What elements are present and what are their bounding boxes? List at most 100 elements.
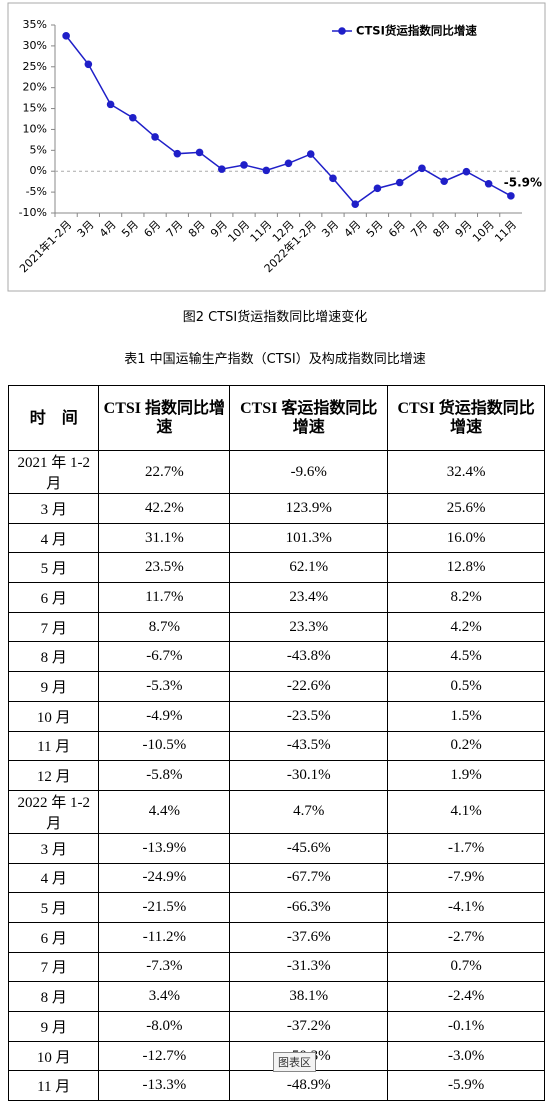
table-row: 2021 年 1-2 月 22.7% -9.6% 32.4% (7, 450, 545, 494)
table-cell: -66.3% (229, 892, 389, 923)
table-cell: 8.2% (387, 582, 545, 613)
table-cell: 4.5% (387, 641, 545, 673)
legend-marker (338, 27, 346, 35)
table-cell: 3 月 (7, 493, 100, 524)
table-cell: 2022 年 1-2 月 (7, 789, 100, 834)
table-row: 5 月 -21.5% -66.3% -4.1% (7, 892, 545, 923)
table-cell: 2021 年 1-2 月 (7, 450, 100, 494)
table-cell: 11 月 (7, 1070, 100, 1101)
table-row: 3 月 -13.9% -45.6% -1.7% (7, 832, 545, 864)
table-cell: -0.1% (387, 1011, 545, 1042)
table-cell: 38.1% (229, 981, 389, 1012)
table-cell: -48.9% (229, 1070, 389, 1101)
table-cell: 4.2% (387, 611, 545, 643)
header-cell: CTSI 货运指数同比增速 (387, 385, 545, 451)
table-cell: -37.6% (229, 921, 389, 953)
point (262, 166, 271, 175)
tooltip: 图表区 (273, 1052, 316, 1072)
table-cell: 0.7% (387, 951, 545, 983)
table-cell: 4.1% (387, 789, 545, 834)
table-cell: -9.6% (229, 450, 389, 494)
table-cell: 23.4% (229, 582, 389, 613)
table-cell: 0.2% (387, 730, 545, 762)
table-row: 7 月 8.7% 23.3% 4.2% (7, 611, 545, 643)
table-row: 11 月 -10.5% -43.5% 0.2% (7, 730, 545, 762)
table-cell: 16.0% (387, 522, 545, 554)
chart-border (7, 2, 546, 292)
table-cell: 4.4% (98, 789, 231, 834)
table-row: 12 月 -5.8% -30.1% 1.9% (7, 760, 545, 791)
y-tick-label: 20% (23, 81, 47, 94)
table-cell: 12.8% (387, 552, 545, 584)
point (151, 133, 159, 141)
table-cell: 7 月 (7, 611, 100, 643)
table-cell: 6 月 (7, 582, 100, 613)
table-cell: 4.7% (229, 789, 389, 834)
table-cell: -37.2% (229, 1011, 389, 1042)
table-title: 表1 中国运输生产指数（CTSI）及构成指数同比增速 (124, 352, 426, 367)
table-cell: 1.5% (387, 700, 545, 732)
table-cell: 25.6% (387, 493, 545, 524)
table-cell: 7 月 (7, 951, 100, 983)
table-cell: 22.7% (98, 450, 231, 494)
table-cell: 31.1% (98, 522, 231, 554)
point (329, 174, 337, 183)
table-cell: 101.3% (229, 522, 389, 554)
point (217, 165, 226, 173)
table-cell: 8.7% (98, 611, 231, 643)
table-cell: -43.5% (229, 730, 389, 762)
table-cell: -7.9% (387, 862, 545, 894)
table-cell: -13.3% (98, 1070, 231, 1101)
header-cell: 时 间 (7, 385, 100, 451)
table-row: 4 月 31.1% 101.3% 16.0% (7, 522, 545, 554)
point (284, 159, 293, 168)
point (306, 150, 315, 158)
table-cell: -10.5% (98, 730, 231, 762)
table-cell: 6 月 (7, 921, 100, 953)
point (507, 192, 515, 200)
point (395, 178, 404, 187)
table-cell: 5 月 (7, 892, 100, 923)
table-row: 8 月 -6.7% -43.8% 4.5% (7, 641, 545, 673)
y-tick-label: 25% (23, 60, 47, 73)
y-tick-label: -10% (19, 206, 47, 219)
table-cell: 5 月 (7, 552, 100, 584)
table-cell: 42.2% (98, 493, 231, 524)
legend-label: CTSI货运指数同比增速 (356, 24, 477, 38)
table-cell: -4.9% (98, 700, 231, 732)
table-cell: 9 月 (7, 1011, 100, 1042)
point (418, 164, 426, 173)
table-cell: 4 月 (7, 862, 100, 894)
table-row: 8 月 3.4% 38.1% -2.4% (7, 981, 545, 1012)
table-cell: -1.7% (387, 832, 545, 864)
table-cell: 1.9% (387, 760, 545, 791)
table-cell: 62.1% (229, 552, 389, 584)
table-cell: -43.8% (229, 641, 389, 673)
table-row: 6 月 -11.2% -37.6% -2.7% (7, 921, 545, 953)
table-row: 6 月 11.7% 23.4% 8.2% (7, 582, 545, 613)
table-cell: -6.7% (98, 641, 231, 673)
table-cell: -5.3% (98, 671, 231, 702)
table-cell: -67.7% (229, 862, 389, 894)
table-row: 10 月-12.7%-50.3%-3.0% (7, 1040, 545, 1072)
table-row: 10 月 -4.9% -23.5% 1.5% (7, 700, 545, 732)
point (373, 184, 382, 193)
chart: -10%-5%0%5%10%15%20%25%30%35%2021年1-2月 3月… (7, 2, 546, 292)
point (62, 32, 70, 40)
y-tick-label: -5% (26, 185, 47, 198)
table-cell: -5.8% (98, 760, 231, 791)
table-cell: 12 月 (7, 760, 100, 791)
header-cell: CTSI 客运指数同比增速 (229, 385, 389, 451)
table-cell: -3.0% (387, 1040, 545, 1072)
table-cell: 11.7% (98, 582, 231, 613)
point (440, 177, 448, 186)
table-cell: -7.3% (98, 951, 231, 983)
table-cell: 11 月 (7, 730, 100, 762)
point (195, 148, 204, 157)
table-cell: -21.5% (98, 892, 231, 923)
table-cell: 10 月 (7, 1040, 100, 1072)
table-cell: -2.7% (387, 921, 545, 953)
table-cell: -5.9% (387, 1070, 545, 1101)
point (106, 100, 115, 109)
table-row: 2022 年 1-2 月 4.4% 4.7% 4.1% (7, 789, 545, 834)
